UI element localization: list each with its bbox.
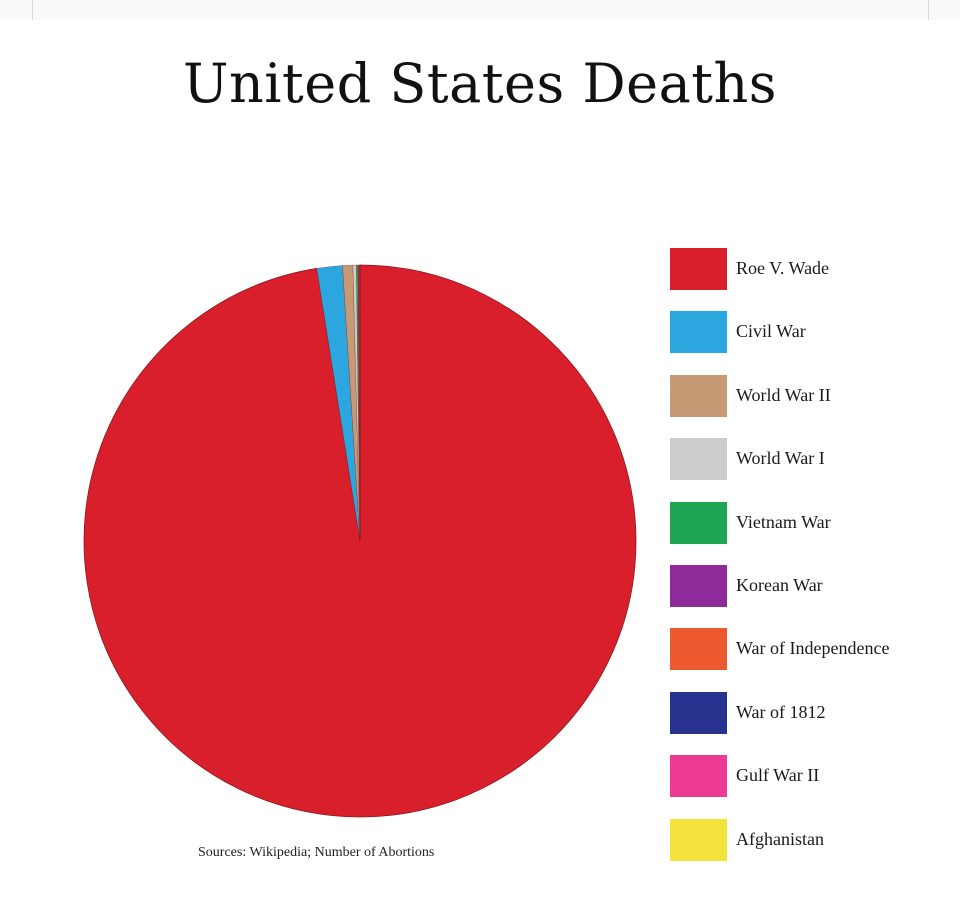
legend-item-world-war-ii: World War II <box>670 374 960 438</box>
legend-swatch-civil-war <box>670 311 727 354</box>
legend-item-roe-v-wade: Roe V. Wade <box>670 248 960 311</box>
legend-label-afghanistan: Afghanistan <box>736 828 824 849</box>
legend-swatch-gulf-war-ii <box>670 755 727 798</box>
legend-label-world-war-i: World War I <box>736 448 825 469</box>
legend-swatch-vietnam-war <box>670 501 727 544</box>
legend-label-roe-v-wade: Roe V. Wade <box>736 258 830 278</box>
legend-label-korean-war: Korean War <box>736 574 823 595</box>
top-strip <box>0 0 960 20</box>
legend-swatch-korean-war <box>670 564 727 607</box>
legend-label-gulf-war-ii: Gulf War II <box>736 765 820 786</box>
legend-swatch-afghanistan <box>670 818 727 861</box>
legend-item-afghanistan: Afghanistan <box>670 818 960 882</box>
legend: Roe V. Wade Civil War World War II World Wa… <box>670 248 960 882</box>
legend-label-war-of-1812: War of 1812 <box>736 701 826 722</box>
legend-label-world-war-ii: World War II <box>736 384 831 405</box>
legend-item-civil-war: Civil War <box>670 311 960 374</box>
legend-item-gulf-war-ii: Gulf War II <box>670 755 960 818</box>
chart-title: United States Deaths <box>182 52 777 115</box>
legend-item-korean-war: Korean War <box>670 564 960 628</box>
legend-item-war-of-independence: War of Independence <box>670 628 960 691</box>
legend-swatch-world-war-i <box>670 438 727 481</box>
pie-slices <box>83 264 637 818</box>
source-note: Sources: Wikipedia; Number of Abortions <box>198 845 435 860</box>
legend-swatch-war-of-independence <box>670 628 727 671</box>
legend-item-war-of-1812: War of 1812 <box>670 691 960 755</box>
legend-swatch-world-war-ii <box>670 374 727 417</box>
legend-item-vietnam-war: Vietnam War <box>670 501 960 565</box>
top-strip-edge-left <box>32 0 33 20</box>
legend-label-war-of-independence: War of Independence <box>736 638 890 659</box>
top-strip-edge-right <box>928 0 929 20</box>
legend-swatch-roe-v-wade <box>670 248 727 290</box>
legend-label-civil-war: Civil War <box>736 321 806 342</box>
legend-swatch-war-of-1812 <box>670 691 727 734</box>
legend-label-vietnam-war: Vietnam War <box>736 511 831 532</box>
legend-item-world-war-i: World War I <box>670 438 960 501</box>
